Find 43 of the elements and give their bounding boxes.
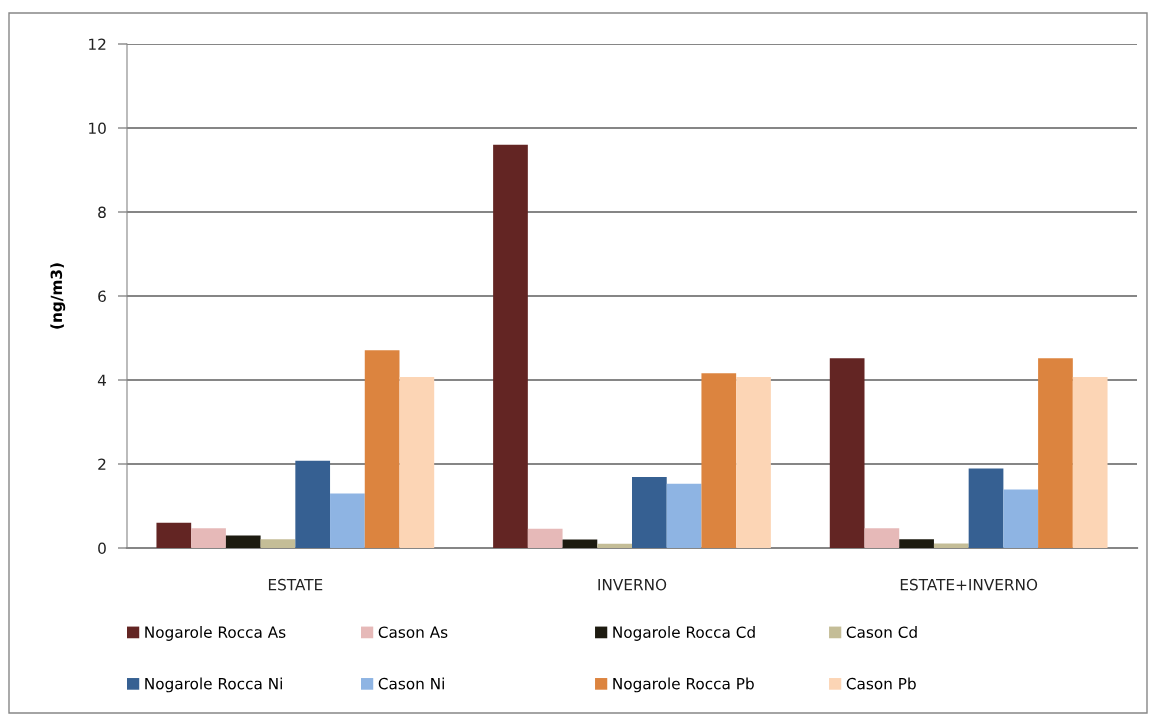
legend-label: Cason Pb [846,677,916,690]
legend-label: Nogarole Rocca As [145,626,286,641]
legend-label: Cason Cd [846,626,917,638]
bar [736,377,771,548]
bar [295,460,331,548]
y-tick-label: 12 [89,38,106,50]
x-tick-label: INVERNO [598,578,667,591]
bar [399,377,435,548]
bar [933,543,969,548]
legend-label: Cason Ni [378,677,444,690]
bar [899,539,934,548]
bar [701,373,737,548]
bar [562,539,598,548]
x-tick-label: ESTATE+INVERNO [900,578,1038,591]
bar [493,144,528,548]
bar [260,539,296,548]
bar [225,535,261,548]
y-tick-label: 8 [98,206,106,219]
bar [191,528,226,548]
bar [527,528,563,548]
legend-label: Nogarole Rocca Pb [613,677,754,693]
bar [829,358,865,548]
bar [968,468,1004,548]
legend-label: Nogarole Rocca Cd [613,626,755,641]
bar [364,350,400,548]
legend-label: Nogarole Rocca Ni [145,677,282,693]
y-tick-label: 4 [97,374,106,386]
bar [1038,358,1073,548]
legend-label: Cason As [378,626,448,638]
y-tick-label: 10 [89,122,106,135]
bar [597,543,632,548]
y-tick-label: 2 [98,458,106,470]
bar [1072,377,1108,548]
x-tick-label: ESTATE [268,578,323,591]
bar [864,528,900,548]
bar [1003,489,1039,548]
bar [330,493,365,548]
bar [666,483,702,548]
y-axis-title: (ng/m3) [50,263,66,329]
bar [156,522,192,548]
bar [632,477,667,548]
y-tick-label: 6 [98,290,106,303]
y-tick-label: 0 [98,542,106,555]
